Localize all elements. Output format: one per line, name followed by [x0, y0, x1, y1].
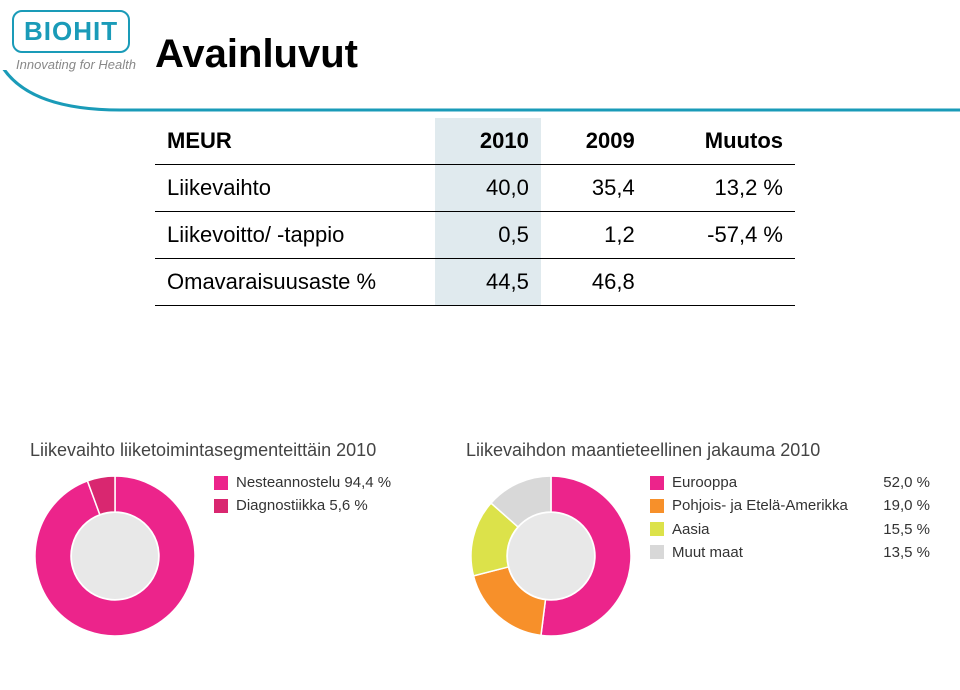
- chart-geo: Liikevaihdon maantieteellinen jakauma 20…: [466, 440, 930, 641]
- cell: Omavaraisuusaste %: [155, 259, 435, 306]
- cell: 35,4: [541, 165, 647, 212]
- cell: 40,0: [435, 165, 541, 212]
- cell: 0,5: [435, 212, 541, 259]
- legend-pct: 19,0 %: [863, 494, 930, 517]
- legend-pct: 15,5 %: [863, 518, 930, 541]
- col-header-label: MEUR: [155, 118, 435, 165]
- cell: 46,8: [541, 259, 647, 306]
- chart-a-donut: [30, 471, 200, 641]
- legend-label: Diagnostiikka 5,6 %: [236, 494, 368, 517]
- logo-area: BIOHIT Innovating for Health: [12, 10, 136, 72]
- legend-label: Eurooppa: [672, 471, 737, 494]
- table-row: Liikevoitto/ -tappio 0,5 1,2 -57,4 %: [155, 212, 795, 259]
- legend-swatch: [214, 499, 228, 513]
- legend-item: Eurooppa 52,0 %: [650, 471, 930, 494]
- cell: Liikevaihto: [155, 165, 435, 212]
- key-figures-table: MEUR 2010 2009 Muutos Liikevaihto 40,0 3…: [155, 118, 795, 306]
- logo-text: BIOHIT: [24, 16, 118, 46]
- table-row: Liikevaihto 40,0 35,4 13,2 %: [155, 165, 795, 212]
- legend-label: Pohjois- ja Etelä-Amerikka: [672, 494, 848, 517]
- legend-label: Nesteannostelu 94,4 %: [236, 471, 391, 494]
- charts-area: Liikevaihto liiketoimintasegmenteittäin …: [30, 440, 930, 641]
- cell: 44,5: [435, 259, 541, 306]
- chart-b-title: Liikevaihdon maantieteellinen jakauma 20…: [466, 440, 930, 461]
- cell: 13,2 %: [647, 165, 795, 212]
- legend-pct: 13,5 %: [863, 541, 930, 564]
- chart-b-donut: [466, 471, 636, 641]
- legend-swatch: [214, 476, 228, 490]
- cell: [647, 259, 795, 306]
- col-header-change: Muutos: [647, 118, 795, 165]
- col-header-2010: 2010: [435, 118, 541, 165]
- legend-label: Muut maat: [672, 541, 743, 564]
- legend-item: Aasia 15,5 %: [650, 518, 930, 541]
- legend-swatch: [650, 545, 664, 559]
- logo-box: BIOHIT: [12, 10, 130, 53]
- legend-swatch: [650, 522, 664, 536]
- col-header-2009: 2009: [541, 118, 647, 165]
- legend-item: Nesteannostelu 94,4 %: [214, 471, 391, 494]
- chart-b-legend: Eurooppa52,0 %Pohjois- ja Etelä-Amerikka…: [650, 471, 930, 564]
- chart-a-title: Liikevaihto liiketoimintasegmenteittäin …: [30, 440, 456, 461]
- legend-item: Muut maat 13,5 %: [650, 541, 930, 564]
- page-title: Avainluvut: [155, 32, 358, 77]
- legend-swatch: [650, 476, 664, 490]
- legend-swatch: [650, 499, 664, 513]
- cell: -57,4 %: [647, 212, 795, 259]
- cell: 1,2: [541, 212, 647, 259]
- legend-item: Pohjois- ja Etelä-Amerikka 19,0 %: [650, 494, 930, 517]
- legend-pct: 52,0 %: [863, 471, 930, 494]
- legend-label: Aasia: [672, 518, 710, 541]
- chart-segment: Liikevaihto liiketoimintasegmenteittäin …: [30, 440, 456, 641]
- legend-item: Diagnostiikka 5,6 %: [214, 494, 391, 517]
- chart-a-legend: Nesteannostelu 94,4 %Diagnostiikka 5,6 %: [214, 471, 391, 518]
- table-row: Omavaraisuusaste % 44,5 46,8: [155, 259, 795, 306]
- cell: Liikevoitto/ -tappio: [155, 212, 435, 259]
